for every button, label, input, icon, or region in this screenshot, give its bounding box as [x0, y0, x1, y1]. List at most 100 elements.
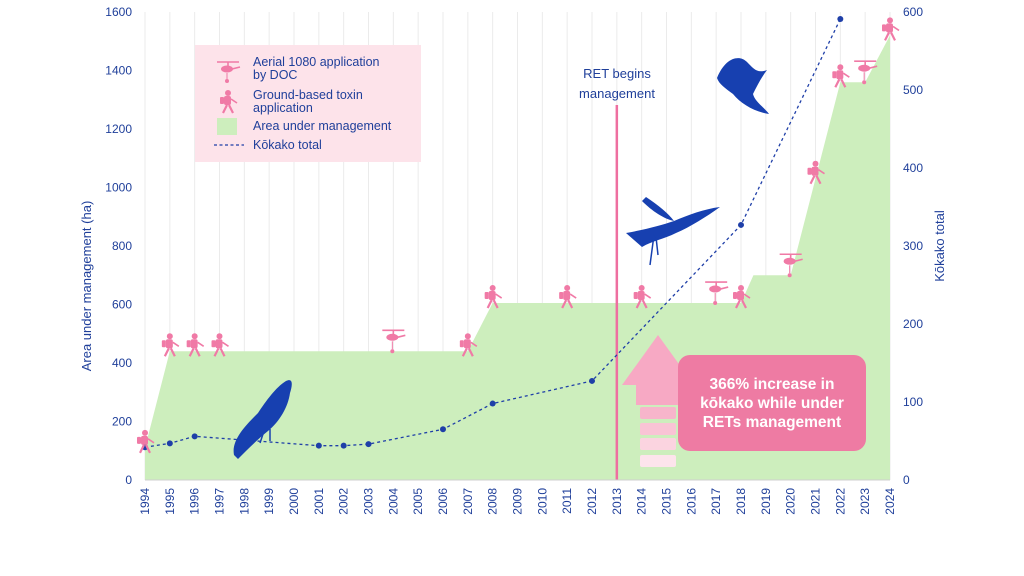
x-tick-label-2012: 2012: [585, 488, 599, 515]
person-sprayer: [172, 341, 180, 347]
x-tick-label-2004: 2004: [386, 488, 400, 515]
person-body: [563, 291, 571, 301]
callout-box: 366% increase in kōkako while under RETs…: [678, 355, 866, 451]
person-leg: [145, 444, 151, 454]
person-sprayer: [644, 293, 652, 299]
x-tick-label-2005: 2005: [411, 488, 425, 515]
person-leg: [219, 347, 226, 357]
person-head: [887, 17, 893, 24]
aerial-1080-icon-2020: [779, 253, 803, 278]
person-sprayer: [569, 293, 577, 299]
kokako-line: [144, 18, 841, 448]
left-tick-label-1000: 1000: [105, 181, 132, 195]
person-leg: [139, 444, 145, 454]
person-leg: [213, 347, 220, 357]
flying-bird-icon: [626, 197, 720, 266]
aerial-1080-icon-2023: [854, 60, 878, 85]
kokako-point-2022: [837, 16, 844, 23]
bird-legs: [259, 429, 271, 444]
kokako-point-2008: [489, 400, 496, 407]
person-leg: [567, 299, 574, 309]
person-sprayer: [743, 293, 751, 299]
ground-toxin-icon-2014: [633, 285, 652, 309]
bird-body: [233, 380, 292, 459]
x-tick-label-2018: 2018: [734, 488, 748, 515]
right-tick-label-200: 200: [903, 317, 923, 331]
left-tick-label-800: 800: [112, 239, 132, 253]
person-pack: [161, 340, 166, 348]
left-tick-label-1400: 1400: [105, 64, 132, 78]
person-pack: [733, 292, 737, 300]
person-sprayer: [197, 341, 205, 347]
person-head: [191, 333, 198, 340]
person-head: [564, 285, 571, 292]
arrow-layer: [622, 335, 694, 467]
person-leg: [486, 299, 493, 309]
person-leg: [194, 347, 201, 357]
heli-body: [709, 285, 722, 293]
legend-label-ground: Ground-based toxin application: [253, 89, 363, 115]
person-spraying-icon: [220, 90, 238, 114]
person-pack: [633, 292, 638, 300]
person-body: [811, 166, 819, 176]
legend-label-aerial-line1: Aerial 1080 application: [253, 55, 380, 69]
kokako-point-1996: [191, 433, 198, 440]
legend-label-area-line1: Area under management: [253, 119, 392, 133]
x-tick-label-2009: 2009: [511, 488, 525, 515]
area-swatch: [217, 118, 237, 135]
x-tick-label-1995: 1995: [163, 488, 177, 515]
legend-label-kokako: Kōkako total: [253, 139, 322, 152]
person-leg: [467, 347, 474, 357]
dashed-line-swatch: [214, 144, 244, 146]
person-sprayer: [892, 25, 900, 32]
heli-bait: [713, 301, 718, 306]
legend: Aerial 1080 application by DOC Ground-ba…: [195, 45, 421, 162]
heli-tail: [868, 65, 878, 69]
right-tick-label-0: 0: [903, 473, 910, 487]
x-tick-label-1996: 1996: [188, 488, 202, 515]
x-tick-label-2008: 2008: [486, 488, 500, 515]
heli-body: [783, 257, 796, 265]
x-tick-label-2022: 2022: [833, 488, 847, 515]
kokako-point-2001: [315, 442, 322, 449]
x-tick-label-2020: 2020: [784, 488, 798, 515]
person-head: [464, 333, 471, 340]
left-tick-label-600: 600: [112, 298, 132, 312]
kokako-point-2018: [738, 221, 744, 228]
ground-toxin-icon-2018: [733, 285, 751, 309]
person-leg: [169, 347, 176, 357]
line-layer: [142, 16, 844, 451]
aerial-1080-icon-2017: [705, 281, 729, 306]
right-tick-label-500: 500: [903, 83, 923, 97]
person-leg: [641, 299, 648, 309]
bird-layer: [233, 58, 769, 459]
bird-wing-upper: [642, 197, 674, 221]
person-leg: [461, 347, 468, 357]
x-tick-label-2023: 2023: [858, 488, 872, 515]
ground-toxin-icon-2024: [882, 17, 900, 41]
ground-toxin-icon-1997: [211, 333, 229, 357]
right-tick-label-600: 600: [903, 5, 923, 19]
person-pack: [459, 340, 464, 348]
person-sprayer: [495, 293, 503, 299]
right-tick-label-300: 300: [903, 239, 923, 253]
person-pack: [137, 436, 141, 444]
person-sprayer: [818, 169, 825, 175]
x-tick-label-2006: 2006: [436, 488, 450, 515]
bird-body: [717, 58, 769, 114]
person-head: [166, 333, 173, 340]
person-leg: [840, 78, 847, 88]
x-tick-label-2013: 2013: [610, 488, 624, 515]
x-tick-label-2019: 2019: [759, 488, 773, 515]
right-tick-label-400: 400: [903, 161, 923, 175]
callout-text: 366% increase in kōkako while under RETs…: [700, 375, 844, 431]
legend-label-ground-line1: Ground-based toxin: [253, 88, 363, 102]
person-leg: [188, 347, 195, 357]
heli-body: [858, 64, 871, 72]
legend-label-kokako-line1: Kōkako total: [253, 138, 322, 152]
flying-bird-top-icon: [717, 58, 769, 114]
left-axis-title: Area under management (ha): [79, 201, 94, 372]
axes-layer: 1994 1995 1996 1997 1998 1999 2000 2001 2002 2003…: [79, 5, 947, 515]
person-head: [216, 333, 223, 340]
legend-label-area: Area under management: [253, 120, 391, 133]
